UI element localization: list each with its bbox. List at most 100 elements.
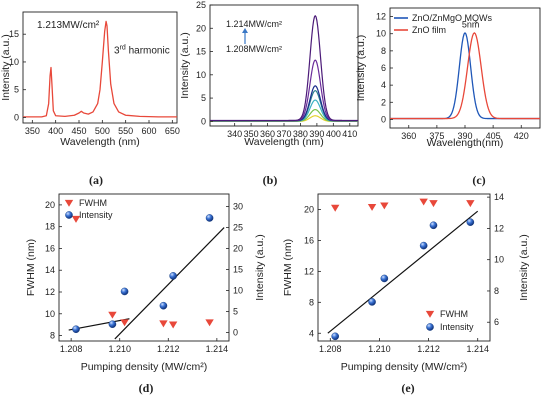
panel-a-x-tick-label: 650	[165, 126, 180, 136]
panel-b-series-line	[210, 90, 358, 122]
panel-b-series-line	[210, 108, 358, 122]
panel-e-fwhm-marker	[380, 202, 389, 210]
panel-d-y2-axis-label: Intensity (a.u.)	[254, 234, 266, 301]
harmonic-superscript: rd	[120, 45, 126, 52]
panel-d-y2-tick-label: 25	[233, 223, 243, 233]
panel-e-y-axis-label: FWHM (nm)	[282, 239, 294, 296]
harmonic-text: harmonic	[126, 46, 170, 57]
panel-c-5nm-annotation: 5nm	[462, 20, 480, 30]
panel-d-y-tick-label: 18	[45, 222, 55, 232]
panel-a-y-tick-label: 5	[14, 85, 19, 95]
panel-b-top-annotation: 1.214MW/cm²	[226, 19, 282, 29]
panel-e-fwhm-marker	[367, 204, 377, 211]
panel-b-x-tick-label: 400	[326, 129, 341, 139]
panel-d-y-tick-label: 16	[45, 243, 55, 253]
panel-d-y2-tick-label: 30	[233, 202, 243, 212]
panel-b-series-line	[210, 85, 358, 122]
intensity-marker-body	[169, 272, 177, 280]
panel-c-legend-label: ZnO film	[412, 25, 446, 35]
panel-c-x-axis-label: Wavelength(nm)	[427, 137, 504, 149]
panel-d-fwhm-marker	[168, 321, 178, 329]
panel-e-intensity-marker	[331, 332, 340, 341]
panel-c-series-line	[390, 32, 540, 120]
panel-b-x-tick-label: 380	[293, 129, 308, 139]
panel-e-x-tick-label: 1.214	[466, 344, 489, 354]
panel-b-x-tick-label: 370	[276, 129, 291, 139]
panel-d-y-tick-label: 10	[45, 309, 55, 319]
panel-a-y-tick-label: 15	[9, 29, 19, 39]
panel-b-x-tick-label: 350	[244, 129, 259, 139]
panel-c-y-tick-label: 2	[381, 97, 386, 107]
panel-d-y2-tick-label: 0	[233, 328, 238, 338]
panel-b-y-tick-label: 15	[196, 47, 206, 57]
panel-e-x-axis-label: Pumping density (MW/cm²)	[341, 361, 468, 373]
panel-a-series-line	[23, 20, 177, 118]
panel-d-y2-tick-label: 20	[233, 244, 243, 254]
panel-e-fit-line	[327, 210, 479, 334]
panel-d-y-axis-label: FWHM (nm)	[25, 239, 37, 296]
panel-d-x-axis-label: Pumping density (MW/cm²)	[81, 361, 208, 373]
panel-c-y-tick-label: 6	[381, 63, 386, 73]
panel-e-fwhm-marker	[429, 200, 438, 208]
panel-b-series-line	[210, 15, 358, 122]
panel-e-y-tick-label: 20	[304, 204, 314, 214]
panel-c-label: (c)	[472, 173, 485, 187]
panel-d-fwhm-marker	[71, 215, 81, 223]
panel-c-y-tick-label: 12	[376, 12, 386, 22]
panel-e-intensity-marker	[368, 298, 376, 306]
panel-c-y-tick-label: 4	[381, 80, 386, 90]
panel-b-y-tick-label: 0	[201, 116, 206, 126]
intensity-marker-body	[120, 287, 129, 296]
intensity-marker-body	[380, 274, 389, 283]
panel-c-x-tick-label: 390	[457, 131, 472, 141]
panel-c-x-tick-label: 360	[401, 131, 416, 141]
panel-a-power-annotation: 1.213MW/cm²	[37, 20, 100, 31]
panel-d-x-tick-label: 1.212	[157, 344, 180, 354]
panel-d-fwhm-marker	[159, 320, 168, 328]
panel-b-y-tick-label: 20	[196, 23, 206, 33]
panel-d-fwhm-marker	[205, 319, 214, 327]
panel-d-intensity-marker	[159, 301, 168, 310]
panel-e-x-tick-label: 1.212	[417, 344, 440, 354]
panel-d-y-tick-label: 8	[50, 331, 55, 341]
panel-d-y2-tick-label: 10	[233, 286, 243, 296]
panel-e-intensity-marker	[466, 218, 475, 226]
panel-c-x-tick-label: 375	[429, 131, 444, 141]
panel-e-fwhm-marker	[331, 204, 340, 212]
panel-d-fwhm-marker	[108, 311, 117, 319]
panel-a-x-tick-label: 550	[118, 126, 133, 136]
panel-a-x-tick-label: 400	[48, 126, 63, 136]
panel-e-frame	[317, 193, 491, 342]
panel-e-fwhm-marker	[466, 200, 475, 208]
panel-a-y-tick-label: 10	[9, 57, 19, 67]
panel-b-y-tick-label: 25	[196, 0, 206, 10]
panel-e-y-tick-label: 8	[309, 297, 314, 307]
panel-b-y-tick-label: 5	[201, 93, 206, 103]
panel-b-arrow-head	[242, 28, 248, 33]
panel-e-y2-tick-label: 6	[494, 317, 499, 327]
panel-d-intensity-marker	[72, 325, 80, 334]
panel-c-y-tick-label: 0	[381, 114, 386, 124]
panel-b-x-tick-label: 360	[260, 129, 275, 139]
panel-b-bottom-annotation: 1.208MW/cm²	[226, 44, 282, 54]
panel-e-intensity-marker	[380, 274, 389, 283]
intensity-marker-body	[429, 221, 438, 230]
panel-a-x-tick-label: 450	[71, 126, 86, 136]
panel-b-x-tick-label: 410	[342, 129, 357, 139]
panel-b-y-tick-label: 10	[196, 70, 206, 80]
panel-a-harmonic-annotation: 3rd harmonic	[114, 45, 170, 57]
panel-c-legend-label: ZnO/ZnMgO MQWs	[412, 13, 493, 23]
panel-e-x-tick-label: 1.208	[319, 344, 342, 354]
intensity-marker-body	[368, 298, 376, 306]
panel-d-x-tick-label: 1.214	[206, 344, 229, 354]
panel-a-y-axis-label: Intensity (a.u.)	[0, 34, 12, 101]
panel-e-label: (e)	[401, 381, 414, 395]
panel-b-x-tick-label: 340	[227, 129, 242, 139]
panel-b-y-axis-label: Intensity (a.u.)	[179, 32, 191, 99]
panel-d-y2-tick-label: 5	[233, 307, 238, 317]
panel-e-y2-axis-label: Intensity (a.u.)	[518, 234, 530, 301]
harmonic-number: 3	[114, 46, 120, 57]
panel-e-fwhm-marker	[419, 198, 428, 206]
panel-a-x-axis-label: Wavelength (nm)	[60, 136, 140, 148]
